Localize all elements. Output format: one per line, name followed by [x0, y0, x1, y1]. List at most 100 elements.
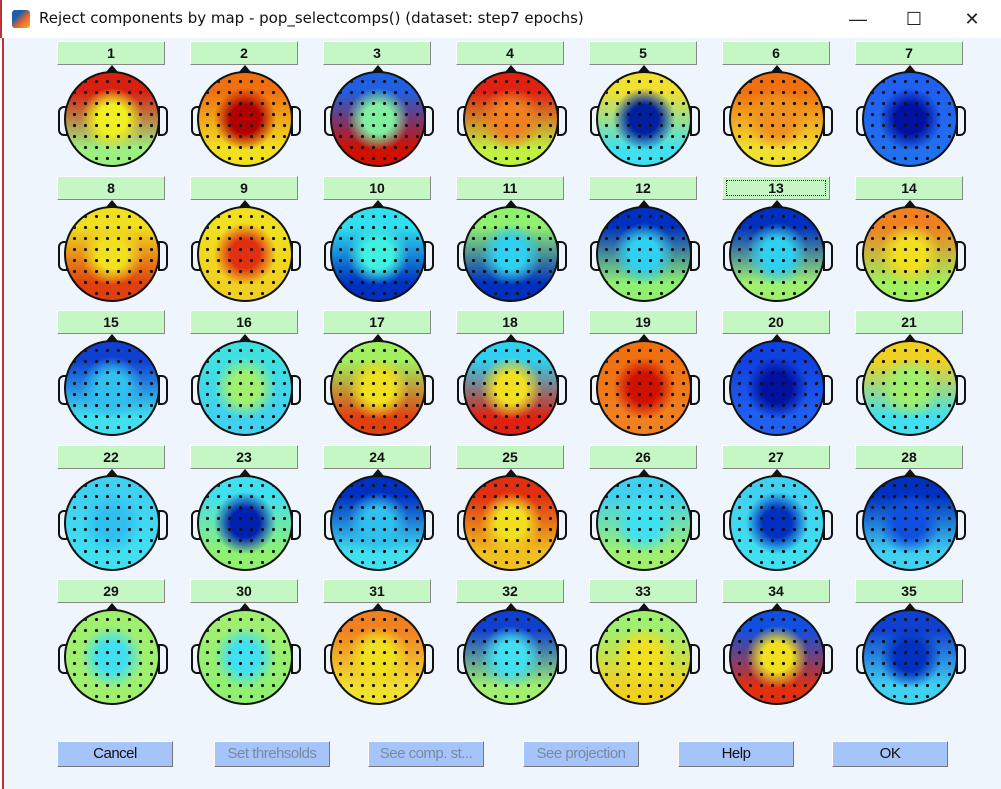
topoplot-component-16[interactable] [197, 340, 293, 436]
nose-icon [904, 334, 916, 341]
component-button-23[interactable]: 23 [190, 444, 298, 469]
component-button-10[interactable]: 10 [323, 175, 431, 200]
component-button-24[interactable]: 24 [323, 444, 431, 469]
topoplot-component-17[interactable] [330, 340, 426, 436]
title-bar: Reject components by map - pop_selectcom… [0, 0, 1001, 38]
nose-icon [106, 65, 118, 72]
nose-icon [239, 65, 251, 72]
topoplot-component-9[interactable] [197, 205, 293, 302]
topoplot-component-8[interactable] [64, 205, 160, 302]
component-button-2[interactable]: 2 [190, 41, 298, 65]
minimize-button[interactable]: — [849, 9, 867, 29]
component-button-7[interactable]: 7 [855, 41, 963, 65]
topoplot-component-15[interactable] [64, 340, 160, 436]
electrode-markers [864, 342, 956, 434]
component-button-1[interactable]: 1 [57, 41, 165, 65]
electrode-markers [66, 611, 158, 703]
topoplot-component-23[interactable] [197, 474, 293, 571]
topoplot-component-5[interactable] [596, 71, 692, 167]
nose-icon [372, 65, 384, 72]
component-button-4[interactable]: 4 [456, 41, 564, 65]
topoplot-component-4[interactable] [463, 71, 559, 167]
electrode-markers [598, 476, 690, 569]
electrode-markers [332, 207, 424, 300]
component-button-20[interactable]: 20 [722, 310, 830, 334]
component-button-25[interactable]: 25 [456, 444, 564, 469]
topoplot-component-32[interactable] [463, 609, 559, 705]
component-button-26[interactable]: 26 [589, 444, 697, 469]
topoplot-component-24[interactable] [330, 474, 426, 571]
maximize-button[interactable]: ☐ [905, 9, 923, 29]
topoplot-component-21[interactable] [862, 340, 958, 436]
see-projection-button[interactable]: See projection [523, 741, 639, 767]
topoplot-component-26[interactable] [596, 474, 692, 571]
component-button-12[interactable]: 12 [589, 175, 697, 200]
topoplot-component-2[interactable] [197, 71, 293, 167]
topoplot-component-31[interactable] [330, 609, 426, 705]
component-button-13[interactable]: 13 [722, 175, 830, 200]
component-button-14[interactable]: 14 [855, 175, 963, 200]
nose-icon [904, 65, 916, 72]
see-comp-stats-button[interactable]: See comp. st... [368, 741, 484, 767]
topoplot-component-19[interactable] [596, 340, 692, 436]
set-thresholds-button[interactable]: Set threhsolds [214, 741, 330, 767]
nose-icon [372, 334, 384, 341]
electrode-markers [731, 476, 823, 569]
nose-icon [771, 65, 783, 72]
topoplot-component-14[interactable] [862, 205, 958, 302]
nose-icon [771, 603, 783, 610]
component-button-8[interactable]: 8 [57, 175, 165, 200]
component-button-28[interactable]: 28 [855, 444, 963, 469]
topoplot-component-13[interactable] [729, 205, 825, 302]
topoplot-component-10[interactable] [330, 205, 426, 302]
nose-icon [106, 468, 118, 476]
component-button-15[interactable]: 15 [57, 310, 165, 334]
topoplot-component-25[interactable] [463, 474, 559, 571]
topoplot-component-12[interactable] [596, 205, 692, 302]
nose-icon [239, 199, 251, 207]
topoplot-component-33[interactable] [596, 609, 692, 705]
component-button-19[interactable]: 19 [589, 310, 697, 334]
component-button-5[interactable]: 5 [589, 41, 697, 65]
component-button-31[interactable]: 31 [323, 579, 431, 603]
component-button-16[interactable]: 16 [190, 310, 298, 334]
nose-icon [239, 603, 251, 610]
nose-icon [372, 199, 384, 207]
nose-icon [372, 603, 384, 610]
component-button-6[interactable]: 6 [722, 41, 830, 65]
component-button-21[interactable]: 21 [855, 310, 963, 334]
component-button-18[interactable]: 18 [456, 310, 564, 334]
topoplot-component-27[interactable] [729, 474, 825, 571]
component-button-11[interactable]: 11 [456, 175, 564, 200]
topoplot-component-18[interactable] [463, 340, 559, 436]
topoplot-component-3[interactable] [330, 71, 426, 167]
topoplot-component-29[interactable] [64, 609, 160, 705]
component-button-9[interactable]: 9 [190, 175, 298, 200]
topoplot-component-30[interactable] [197, 609, 293, 705]
cancel-button[interactable]: Cancel [57, 741, 173, 767]
component-button-34[interactable]: 34 [722, 579, 830, 603]
component-button-30[interactable]: 30 [190, 579, 298, 603]
component-button-29[interactable]: 29 [57, 579, 165, 603]
component-button-17[interactable]: 17 [323, 310, 431, 334]
component-button-32[interactable]: 32 [456, 579, 564, 603]
topoplot-component-22[interactable] [64, 474, 160, 571]
topoplot-component-20[interactable] [729, 340, 825, 436]
topoplot-component-11[interactable] [463, 205, 559, 302]
topoplot-component-34[interactable] [729, 609, 825, 705]
matlab-app-icon [12, 10, 30, 28]
topoplot-component-6[interactable] [729, 71, 825, 167]
help-button[interactable]: Help [678, 741, 794, 767]
ok-button[interactable]: OK [832, 741, 948, 767]
electrode-markers [465, 611, 557, 703]
topoplot-component-35[interactable] [862, 609, 958, 705]
topoplot-component-7[interactable] [862, 71, 958, 167]
topoplot-component-1[interactable] [64, 71, 160, 167]
close-button[interactable]: ✕ [964, 9, 980, 29]
component-button-3[interactable]: 3 [323, 41, 431, 65]
component-button-33[interactable]: 33 [589, 579, 697, 603]
topoplot-component-28[interactable] [862, 474, 958, 571]
component-button-35[interactable]: 35 [855, 579, 963, 603]
component-button-27[interactable]: 27 [722, 444, 830, 469]
component-button-22[interactable]: 22 [57, 444, 165, 469]
